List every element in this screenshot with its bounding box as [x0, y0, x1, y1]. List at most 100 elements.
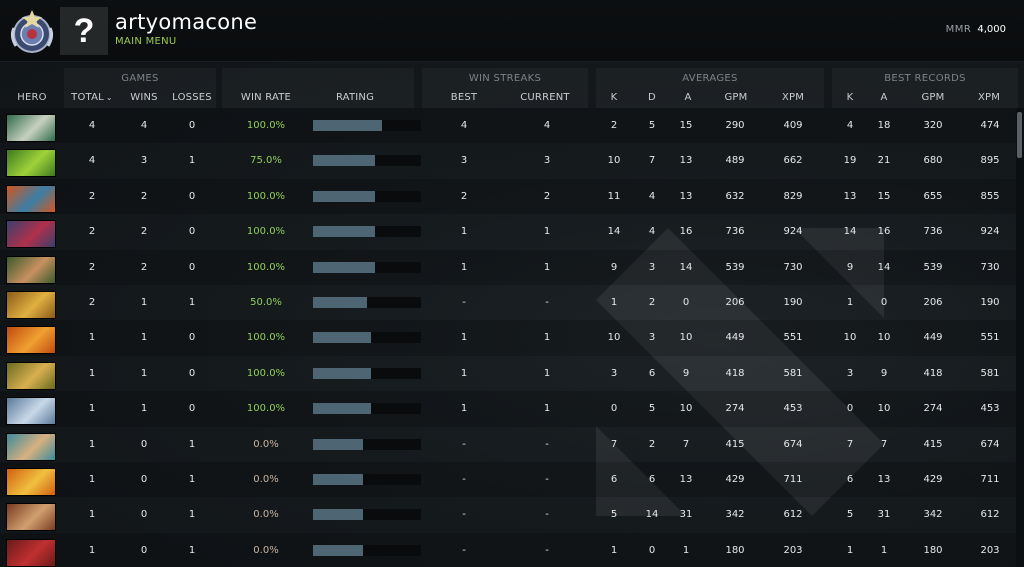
- hero-portrait[interactable]: [6, 538, 56, 567]
- table-row[interactable]: 1 0 1 0.0% - - 5 14 31 342 612 5 31 342 612: [0, 497, 1016, 532]
- hero-portrait[interactable]: [6, 149, 56, 178]
- cell-avg-a: 10: [679, 332, 693, 344]
- cell-avg-gpm: 274: [725, 403, 745, 415]
- cell-win-rate: 0.0%: [253, 438, 279, 450]
- col-streak-current[interactable]: CURRENT: [520, 92, 570, 103]
- cell-avg-gpm: 632: [725, 190, 745, 202]
- col-best-a[interactable]: A: [880, 92, 888, 103]
- scrollbar[interactable]: [1016, 108, 1024, 567]
- cell-avg-xpm: 409: [783, 120, 803, 131]
- col-hero[interactable]: HERO: [17, 92, 47, 103]
- hero-portrait[interactable]: [6, 326, 56, 355]
- cell-best-gpm: 206: [923, 297, 943, 308]
- cell-streak-best: 1: [460, 367, 468, 379]
- cell-losses: 0: [188, 367, 196, 379]
- cell-best-a: 15: [877, 190, 891, 202]
- username[interactable]: artyomacone: [115, 10, 258, 34]
- cell-total: 2: [88, 190, 96, 202]
- col-best-xpm[interactable]: XPM: [977, 92, 1001, 103]
- mmr-value: 4,000: [977, 24, 1006, 35]
- col-total[interactable]: TOTAL ⌄: [66, 92, 118, 103]
- hero-portrait[interactable]: [6, 114, 56, 142]
- cell-losses: 0: [188, 261, 196, 273]
- rating-bar: [313, 367, 421, 379]
- rating-bar-fill: [313, 438, 363, 450]
- table-row[interactable]: 4 4 0 100.0% 4 4 2 5 15 290 409 4 18 320 474: [0, 108, 1016, 144]
- cell-avg-a: 14: [679, 261, 693, 273]
- cell-best-gpm: 539: [923, 261, 943, 273]
- table-row[interactable]: 4 3 1 75.0% 3 3 10 7 13 489 662 19 21 680 895: [0, 143, 1016, 178]
- table-row[interactable]: 1 1 0 100.0% 1 1 3 6 9 418 581 3 9 418 581: [0, 356, 1016, 391]
- cell-avg-k: 3: [610, 367, 618, 379]
- cell-streak-current: 3: [543, 155, 551, 167]
- cell-best-xpm: 924: [980, 226, 1000, 238]
- col-wins[interactable]: WINS: [130, 92, 158, 103]
- cell-streak-current: -: [545, 509, 549, 521]
- cell-avg-k: 9: [610, 261, 618, 273]
- hero-portrait[interactable]: [6, 184, 56, 213]
- col-avg-k[interactable]: K: [610, 92, 618, 103]
- cell-best-k: 1: [846, 297, 854, 308]
- col-win-rate[interactable]: WIN RATE: [240, 92, 292, 103]
- col-rating[interactable]: RATING: [335, 92, 375, 103]
- cell-streak-best: -: [462, 509, 466, 521]
- cell-avg-gpm: 415: [725, 438, 745, 450]
- col-losses[interactable]: LOSSES: [172, 92, 212, 103]
- col-best-gpm[interactable]: GPM: [921, 92, 945, 103]
- rating-bar: [313, 474, 421, 485]
- col-avg-d[interactable]: D: [648, 92, 656, 103]
- cell-avg-xpm: 581: [783, 367, 803, 379]
- hero-portrait[interactable]: [6, 432, 56, 461]
- rating-bar: [313, 332, 421, 344]
- cell-best-xpm: 474: [980, 120, 1000, 131]
- cell-streak-best: 1: [460, 332, 468, 344]
- table-row[interactable]: 2 2 0 100.0% 1 1 14 4 16 736 924 14 16 736 924: [0, 214, 1016, 249]
- table-row[interactable]: 1 1 0 100.0% 1 1 10 3 10 449 551 10 10 449 551: [0, 320, 1016, 356]
- col-streak-best[interactable]: BEST: [450, 92, 478, 103]
- cell-avg-k: 10: [607, 155, 621, 167]
- hero-portrait[interactable]: [6, 291, 56, 319]
- col-avg-gpm[interactable]: GPM: [724, 92, 748, 103]
- rating-bar: [313, 190, 421, 202]
- rating-bar-fill: [313, 474, 363, 485]
- hero-portrait[interactable]: [6, 361, 56, 390]
- cell-best-k: 13: [843, 190, 857, 202]
- cell-avg-xpm: 612: [783, 509, 803, 521]
- cell-total: 1: [88, 367, 96, 379]
- cell-best-k: 5: [846, 509, 854, 521]
- hero-portrait[interactable]: [6, 397, 56, 426]
- cell-streak-current: 1: [543, 261, 551, 273]
- cell-best-gpm: 180: [923, 544, 943, 556]
- table-row[interactable]: 1 1 0 100.0% 1 1 0 5 10 274 453 0 10 274 453: [0, 391, 1016, 427]
- averages-group-label: AVERAGES: [682, 73, 738, 84]
- hero-portrait[interactable]: [6, 220, 56, 249]
- cell-avg-a: 13: [679, 155, 693, 167]
- table-row[interactable]: 1 0 1 0.0% - - 1 0 1 180 203 1 1 180 203: [0, 532, 1016, 567]
- hero-portrait[interactable]: [6, 468, 56, 496]
- cell-avg-xpm: 711: [783, 474, 803, 485]
- col-avg-xpm[interactable]: XPM: [781, 92, 805, 103]
- cell-streak-best: -: [462, 474, 466, 485]
- cell-best-xpm: 203: [980, 544, 1000, 556]
- table-row[interactable]: 1 0 1 0.0% - - 6 6 13 429 711 6 13 429 711: [0, 462, 1016, 498]
- cell-avg-k: 0: [610, 403, 618, 415]
- col-avg-a[interactable]: A: [684, 92, 692, 103]
- rating-bar-fill: [313, 226, 375, 238]
- main-menu-link[interactable]: MAIN MENU: [115, 36, 177, 47]
- games-group-label: GAMES: [121, 73, 159, 84]
- table-row[interactable]: 1 0 1 0.0% - - 7 2 7 415 674 7 7 415 674: [0, 427, 1016, 462]
- cell-wins: 0: [140, 544, 148, 556]
- cell-avg-xpm: 829: [783, 190, 803, 202]
- table-row[interactable]: 2 2 0 100.0% 2 2 11 4 13 632 829 13 15 655 855: [0, 178, 1016, 215]
- table-row[interactable]: 2 1 1 50.0% - - 1 2 0 206 190 1 0 206 190: [0, 285, 1016, 320]
- scrollbar-thumb[interactable]: [1017, 112, 1022, 158]
- cell-win-rate: 0.0%: [253, 544, 279, 556]
- cell-win-rate: 100.0%: [246, 403, 286, 415]
- hero-portrait[interactable]: [6, 255, 56, 284]
- col-best-k[interactable]: K: [846, 92, 854, 103]
- table-row[interactable]: 2 2 0 100.0% 1 1 9 3 14 539 730 9 14 539 730: [0, 249, 1016, 285]
- cell-total: 1: [88, 544, 96, 556]
- hero-portrait[interactable]: [6, 503, 56, 532]
- avatar[interactable]: ?: [60, 7, 108, 55]
- cell-best-xpm: 453: [980, 403, 1000, 415]
